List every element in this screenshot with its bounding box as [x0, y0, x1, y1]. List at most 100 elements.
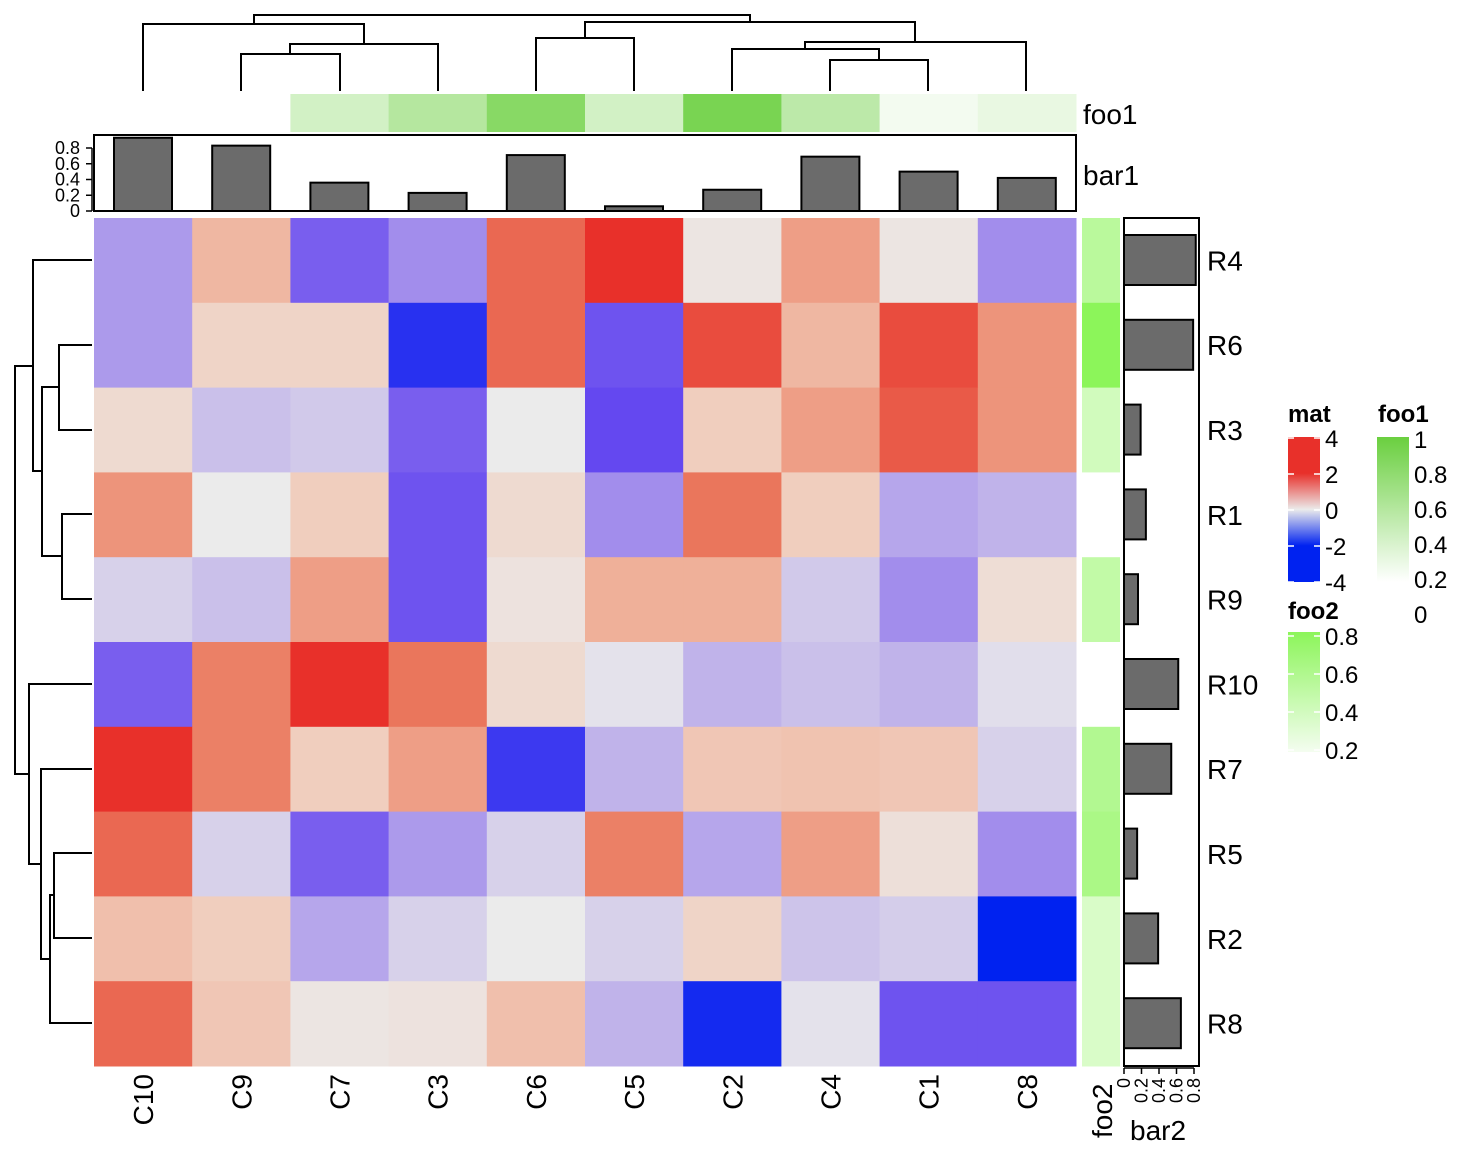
- bar2-tick-label: 0.8: [1184, 1078, 1204, 1103]
- foo2-cell-R6: [1082, 302, 1120, 389]
- row-label: R2: [1207, 924, 1243, 955]
- bar1-bar-C10: [113, 136, 173, 212]
- heatmap-cell-R8-C5: [585, 981, 684, 1067]
- foo1-annotation: [94, 94, 1077, 132]
- legend-mat-tick: -4: [1325, 570, 1346, 597]
- heatmap-cell-R6-C3: [388, 302, 488, 389]
- row-label: R6: [1207, 330, 1243, 361]
- heatmap-cell-R5-C8: [977, 811, 1077, 897]
- heatmap-cell-R4-C6: [486, 218, 586, 304]
- bar2-bar-R5: [1123, 827, 1139, 880]
- heatmap-cell-R10-C6: [486, 642, 586, 728]
- heatmap-cell-R7-C7: [290, 726, 390, 813]
- legend-mat-tick: 2: [1325, 462, 1338, 489]
- heatmap-cell-R1-C4: [781, 472, 881, 558]
- column-label: C4: [816, 1074, 847, 1110]
- legend-foo2-tick: 0.6: [1325, 662, 1358, 689]
- legend-foo1-title: foo1: [1378, 401, 1429, 428]
- heatmap-cell-R8-C3: [388, 981, 488, 1067]
- foo1-cell-C2: [683, 94, 782, 132]
- heatmap-cell-R1-C7: [290, 472, 390, 558]
- heatmap-cell-R3-C9: [192, 387, 291, 473]
- bar2-bar-R10: [1123, 658, 1180, 710]
- foo2-cell-R2: [1082, 896, 1120, 982]
- heatmap-cell-R4-C8: [977, 218, 1077, 304]
- heatmap-cell-R1-C8: [977, 472, 1077, 558]
- heatmap-cell-R4-C3: [388, 218, 488, 304]
- heatmap-cell-R9-C1: [879, 557, 979, 643]
- heatmap-cell-R3-C7: [290, 387, 390, 473]
- heatmap-cell-R4-C1: [879, 218, 979, 304]
- heatmap-cell-R7-C9: [192, 726, 291, 813]
- foo2-cell-R8: [1082, 981, 1120, 1067]
- bar2-tick-label: 0.2: [1132, 1078, 1152, 1103]
- legend-foo2-tick: 0.8: [1325, 624, 1358, 651]
- foo2-label: foo2: [1087, 1084, 1118, 1139]
- heatmap-cell-R5-C1: [879, 811, 979, 897]
- heatmap-cell-R5-C9: [192, 811, 291, 897]
- heatmap-cell-R3-C3: [388, 387, 488, 473]
- foo2-cell-R10: [1082, 642, 1120, 728]
- heatmap-cell-R7-C6: [486, 726, 586, 813]
- legend-foo2-title: foo2: [1288, 598, 1339, 625]
- heatmap-cell-R6-C9: [192, 302, 291, 389]
- heatmap-cell-R2-C1: [879, 896, 979, 982]
- row-label: R7: [1207, 754, 1243, 785]
- column-labels: C10 C9 C7 C3 C6 C5 C2 C4 C1 C8: [128, 1074, 1043, 1125]
- heatmap-cell-R1-C2: [683, 472, 782, 558]
- bar2-bar-R1: [1123, 488, 1147, 541]
- bar1-tick-label: 0.6: [55, 154, 80, 174]
- heatmap-cell-R7-C1: [879, 726, 979, 813]
- heatmap-cell-R10-C1: [879, 642, 979, 728]
- foo1-cell-C10: [94, 94, 193, 132]
- heatmap-cell-R1-C3: [388, 472, 488, 558]
- heatmap-cell-R1-C6: [486, 472, 586, 558]
- heatmap-cell-R2-C9: [192, 896, 291, 982]
- bar2-annotation: 00.20.40.60.8: [1114, 217, 1204, 1103]
- heatmap-cell-R7-C4: [781, 726, 881, 813]
- heatmap-cell-R6-C4: [781, 302, 881, 389]
- heatmap-cell-R4-C2: [683, 218, 782, 304]
- heatmap-cell-R8-C4: [781, 981, 881, 1067]
- legend-foo1-tick: 1: [1414, 427, 1427, 454]
- heatmap-cell-R6-C10: [94, 302, 193, 389]
- foo2-annotation: [1082, 218, 1120, 1067]
- heatmap-cell-R6-C6: [486, 302, 586, 389]
- heatmap-cell-R9-C5: [585, 557, 684, 643]
- bar1-bar-C8: [996, 176, 1057, 213]
- row-label: R1: [1207, 500, 1243, 531]
- row-label: R4: [1207, 245, 1243, 276]
- foo1-cell-C8: [977, 94, 1077, 132]
- bar2-tick-label: 0: [1114, 1078, 1134, 1088]
- column-dendrogram: [142, 14, 1027, 91]
- row-label: R5: [1207, 839, 1243, 870]
- heatmap-cell-R7-C5: [585, 726, 684, 813]
- legend-foo2-colorbar: [1288, 632, 1320, 752]
- heatmap-cell-R6-C7: [290, 302, 390, 389]
- bar1-tick-label: 0: [70, 201, 80, 221]
- bar1-bar-C1: [898, 170, 959, 212]
- heatmap-body: [94, 218, 1077, 1067]
- heatmap-cell-R8-C7: [290, 981, 390, 1067]
- foo2-cell-R4: [1082, 218, 1120, 304]
- heatmap-cell-R6-C5: [585, 302, 684, 389]
- bar2-bar-R6: [1123, 318, 1195, 371]
- bar2-bar-R7: [1123, 742, 1173, 795]
- heatmap-cell-R3-C5: [585, 387, 684, 473]
- heatmap-cell-R1-C10: [94, 472, 193, 558]
- heatmap-cell-R5-C2: [683, 811, 782, 897]
- foo1-cell-C9: [192, 94, 291, 132]
- foo1-cell-C3: [388, 94, 488, 132]
- heatmap-cell-R2-C5: [585, 896, 684, 982]
- bar1-bar-C6: [505, 154, 566, 212]
- heatmap-cell-R9-C10: [94, 557, 193, 643]
- legend-foo1-tick: 0.6: [1414, 497, 1447, 524]
- heatmap-cell-R4-C10: [94, 218, 193, 304]
- heatmap-cell-R9-C3: [388, 557, 488, 643]
- heatmap-cell-R9-C7: [290, 557, 390, 643]
- heatmap-cell-R5-C3: [388, 811, 488, 897]
- foo1-label: foo1: [1083, 99, 1138, 130]
- heatmap-cell-R8-C8: [977, 981, 1077, 1067]
- legend-foo1-tick: 0: [1414, 602, 1427, 629]
- heatmap-cell-R6-C1: [879, 302, 979, 389]
